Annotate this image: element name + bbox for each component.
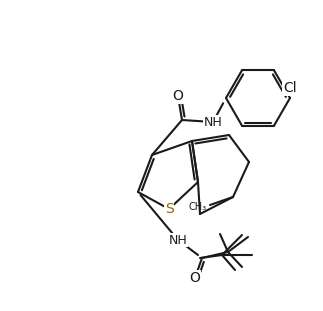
Text: Cl: Cl	[283, 81, 297, 95]
Text: CH₃: CH₃	[189, 202, 207, 212]
Text: S: S	[165, 202, 173, 216]
Text: O: O	[172, 89, 183, 103]
Text: NH: NH	[169, 234, 187, 247]
Text: NH: NH	[203, 115, 222, 128]
Text: O: O	[190, 271, 201, 285]
